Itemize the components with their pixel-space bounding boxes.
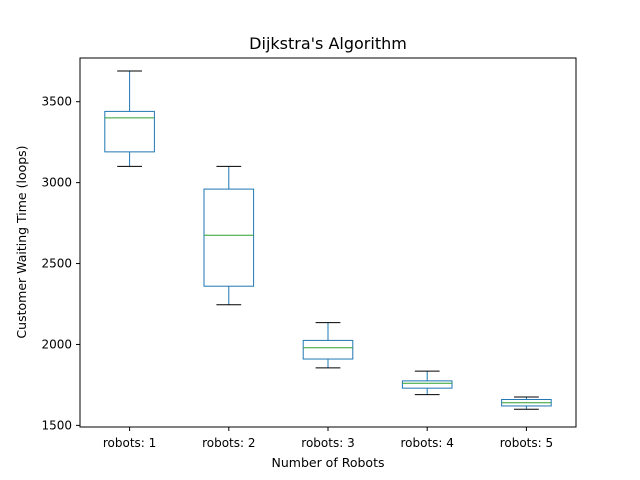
box-group-2 bbox=[203, 165, 255, 306]
y-tick-label: 3000 bbox=[41, 176, 72, 190]
x-tick-label: robots: 5 bbox=[500, 436, 553, 450]
y-tick-label: 2000 bbox=[41, 337, 72, 351]
box bbox=[302, 339, 354, 360]
box bbox=[203, 188, 255, 287]
y-tick-label: 1500 bbox=[41, 418, 72, 432]
x-tick-label: robots: 4 bbox=[400, 436, 453, 450]
plot-frame bbox=[79, 57, 577, 428]
box-group-5 bbox=[501, 396, 552, 410]
box-group-3 bbox=[302, 322, 354, 369]
chart-title: Dijkstra's Algorithm bbox=[249, 34, 407, 53]
x-axis-ticks: robots: 1 robots: 2 robots: 3 robots: 4 robo… bbox=[103, 427, 553, 450]
y-axis-label: Customer Waiting Time (loops) bbox=[14, 145, 29, 338]
y-tick-label: 2500 bbox=[41, 257, 72, 271]
x-tick-label: robots: 1 bbox=[103, 436, 156, 450]
y-axis-ticks: 1500 2000 2500 3000 3500 bbox=[41, 95, 80, 432]
x-axis-label: Number of Robots bbox=[272, 455, 385, 470]
box bbox=[104, 110, 155, 153]
box-group-1 bbox=[104, 70, 155, 167]
x-tick-label: robots: 3 bbox=[301, 436, 354, 450]
box-group-4 bbox=[401, 370, 453, 396]
x-tick-label: robots: 2 bbox=[202, 436, 255, 450]
y-tick-label: 3500 bbox=[41, 95, 72, 109]
box bbox=[401, 380, 453, 389]
boxes-layer bbox=[104, 70, 552, 410]
